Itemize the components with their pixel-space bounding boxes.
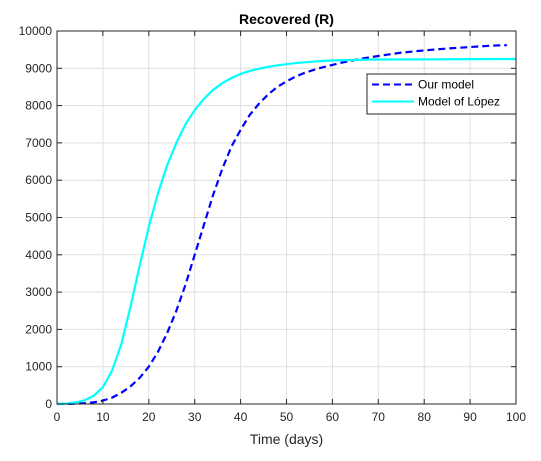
x-tick-label: 20 — [142, 410, 156, 424]
x-tick-label: 30 — [188, 410, 202, 424]
x-tick-label: 50 — [280, 410, 294, 424]
y-tick-label: 3000 — [25, 285, 52, 299]
x-tick-label: 100 — [506, 410, 526, 424]
y-tick-label: 5000 — [25, 211, 52, 225]
x-axis-label: Time (days) — [250, 431, 323, 447]
y-tick-label: 9000 — [25, 61, 52, 75]
y-tick-label: 2000 — [25, 322, 52, 336]
y-tick-label: 10000 — [19, 24, 53, 38]
y-tick-label: 6000 — [25, 173, 52, 187]
y-tick-label: 8000 — [25, 99, 52, 113]
x-tick-label: 10 — [96, 410, 110, 424]
series-line-our-model — [56, 44, 507, 406]
x-tick-label: 90 — [463, 410, 477, 424]
y-tick-label: 7000 — [25, 136, 52, 150]
y-tick-label: 0 — [45, 397, 52, 411]
series-layer — [56, 44, 517, 406]
y-tick-label: 1000 — [25, 360, 52, 374]
x-tick-label: 0 — [54, 410, 61, 424]
series-line-model-of-lopez — [56, 57, 517, 406]
x-tick-label: 60 — [326, 410, 340, 424]
x-tick-label: 70 — [372, 410, 386, 424]
y-tick-label: 4000 — [25, 248, 52, 262]
legend: Our model Model of López — [366, 73, 517, 115]
tick-layer: 0 10 20 30 40 50 60 70 80 90 100010002000300040005… — [19, 24, 527, 424]
chart-title: Recovered (R) — [239, 11, 334, 27]
legend-label-our-model: Our model — [418, 78, 474, 92]
x-tick-label: 80 — [418, 410, 432, 424]
x-tick-label: 40 — [234, 410, 248, 424]
legend-label-model-of-lopez: Model of López — [418, 95, 500, 109]
legend-box — [366, 73, 517, 115]
